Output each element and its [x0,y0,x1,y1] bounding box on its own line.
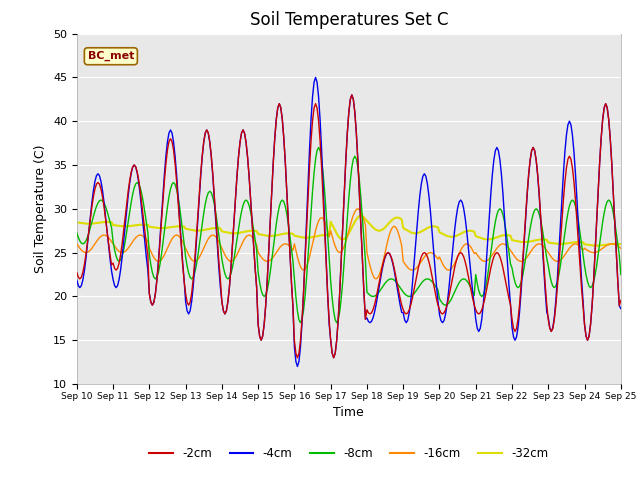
Legend: -2cm, -4cm, -8cm, -16cm, -32cm: -2cm, -4cm, -8cm, -16cm, -32cm [144,443,554,465]
Y-axis label: Soil Temperature (C): Soil Temperature (C) [35,144,47,273]
Title: Soil Temperatures Set C: Soil Temperatures Set C [250,11,448,29]
Text: BC_met: BC_met [88,51,134,61]
X-axis label: Time: Time [333,406,364,419]
